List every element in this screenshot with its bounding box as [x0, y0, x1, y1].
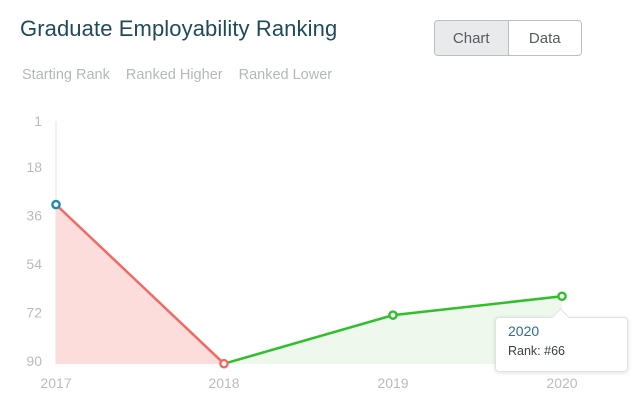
tooltip-year: 2020	[508, 323, 540, 339]
x-tick-label: 2018	[208, 375, 239, 391]
y-tick-label: 18	[26, 159, 42, 175]
x-tick-label: 2017	[40, 375, 71, 391]
data-point	[388, 310, 398, 320]
chart-legend: Starting Rank Ranked Higher Ranked Lower	[22, 67, 332, 83]
series-line	[54, 203, 226, 365]
series-line	[391, 295, 564, 317]
y-tick-label: 1	[34, 113, 42, 129]
x-tick-label: 2020	[546, 375, 577, 391]
legend-item-ranked-higher[interactable]: Ranked Higher	[125, 67, 223, 83]
y-tick-label: 54	[26, 256, 42, 272]
y-tick-label: 72	[26, 304, 42, 320]
data-point	[557, 291, 567, 302]
x-tick-label: 2019	[377, 375, 408, 391]
tooltip-rank: Rank: #66	[508, 344, 565, 358]
chart-view-button[interactable]: Chart	[435, 21, 509, 55]
page-title: Graduate Employability Ranking	[20, 16, 338, 41]
data-point	[51, 199, 61, 210]
series-line	[222, 313, 395, 365]
data-view-button[interactable]: Data	[508, 21, 581, 55]
y-tick-label: 36	[26, 207, 42, 223]
data-point	[219, 358, 229, 369]
legend-item-ranked-lower[interactable]: Ranked Lower	[238, 67, 333, 83]
legend-item-starting-rank[interactable]: Starting Rank	[22, 67, 110, 83]
view-toggle: Chart Data	[434, 20, 582, 56]
y-tick-label: 90	[26, 353, 42, 369]
point-tooltip: 2020 Rank: #66	[495, 308, 628, 372]
